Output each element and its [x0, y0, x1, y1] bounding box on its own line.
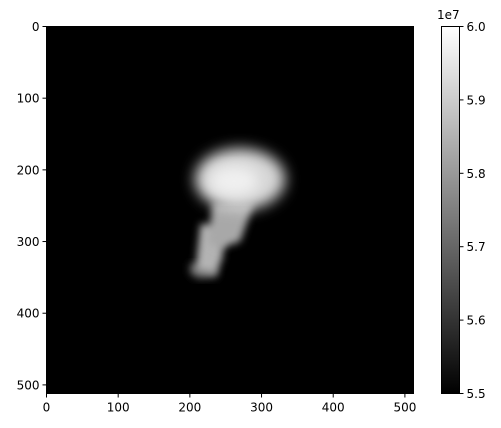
- y-tick-label: 300: [17, 235, 40, 249]
- x-tick-label: 0: [43, 401, 51, 415]
- colorbar-gradient: [441, 26, 460, 394]
- x-tick-label: 100: [107, 401, 130, 415]
- y-tick-label: 100: [17, 92, 40, 106]
- y-tick-label: 0: [32, 20, 40, 34]
- y-tick-label: 200: [17, 163, 40, 177]
- bright-region: [189, 148, 286, 279]
- x-tick-label: 300: [250, 401, 273, 415]
- plot-frame: [46, 26, 414, 394]
- x-axis: 0 100 200 300 400 500: [43, 393, 416, 415]
- x-tick-label: 500: [393, 401, 416, 415]
- colorbar-tick-label: 5.5: [467, 387, 486, 401]
- colorbar-tick-label: 5.7: [467, 240, 486, 254]
- colorbar: 5.5 5.6 5.7 5.8 5.9 6.0: [441, 20, 486, 401]
- colorbar-tick-label: 5.6: [467, 314, 486, 328]
- colorbar-offset-label: 1e7: [437, 8, 460, 22]
- colorbar-tick-label: 5.8: [467, 167, 486, 181]
- region-neck: [207, 202, 255, 249]
- region-head-core: [209, 165, 259, 197]
- heatmap-image: [46, 26, 414, 394]
- y-axis: 0 100 200 300 400 500: [17, 20, 47, 392]
- colorbar-tick-label: 6.0: [467, 20, 486, 34]
- colorbar-tick-label: 5.9: [467, 93, 486, 107]
- x-tick-label: 200: [178, 401, 201, 415]
- colorbar-frame: [441, 26, 460, 394]
- y-tick-label: 500: [17, 378, 40, 392]
- x-tick-label: 400: [322, 401, 345, 415]
- y-tick-label: 400: [17, 307, 40, 321]
